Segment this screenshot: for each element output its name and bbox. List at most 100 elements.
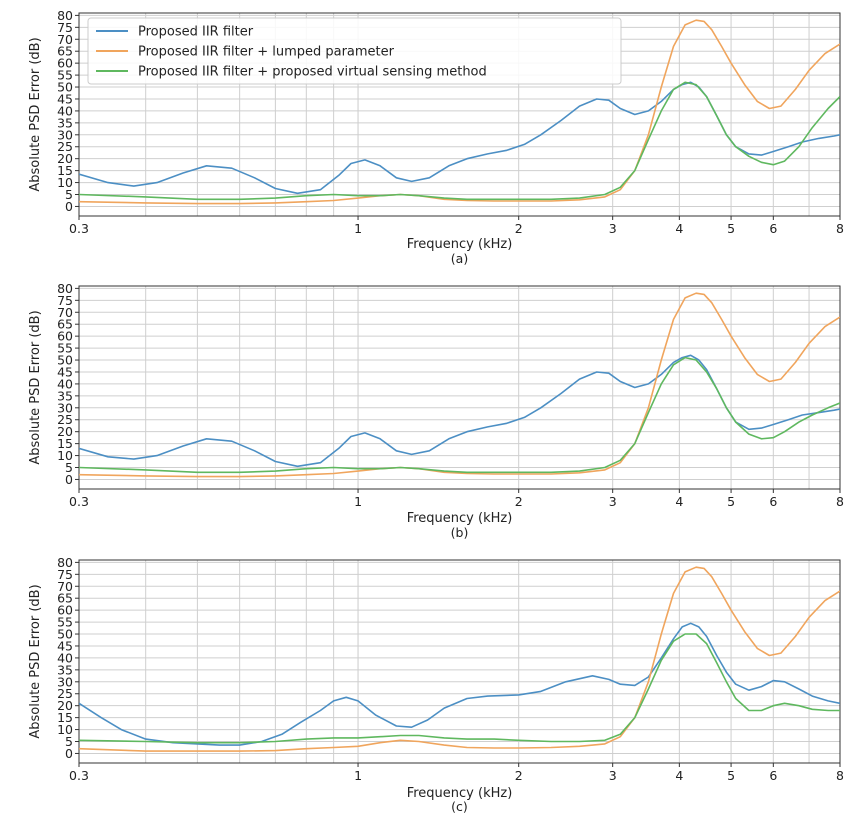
y-tick-label: 25 [57,686,73,701]
x-tick-label: 8 [836,768,844,783]
x-tick-label: 2 [515,768,523,783]
x-tick-label: 6 [769,221,777,236]
x-tick-label: 4 [675,494,683,509]
plot-frame [78,559,841,764]
y-axis-label: Absolute PSD Error (dB) [28,584,43,738]
y-tick-label: 80 [57,8,73,23]
y-tick-label: 75 [57,20,73,35]
y-axis-label: Absolute PSD Error (dB) [28,310,43,464]
plot-frame [78,285,841,490]
y-tick-label: 70 [57,32,73,47]
y-tick-label: 60 [57,329,73,344]
legend: Proposed IIR filter Proposed IIR filter +… [87,17,622,85]
x-tick-label: 5 [727,221,735,236]
x-axis-label: Frequency (kHz) [407,237,513,252]
panel-label: (a) [451,251,468,266]
y-tick-label: 10 [57,722,73,737]
panel-label: (c) [451,799,468,814]
series-line-proposed-iir-filter [79,622,840,746]
y-tick-label: 10 [57,175,73,190]
y-tick-label: 50 [57,80,73,95]
y-tick-label: 55 [57,68,73,83]
legend-entry: Proposed IIR filter + proposed virtual s… [138,65,487,80]
y-tick-label: 55 [57,615,73,630]
x-tick-label: 3 [609,494,617,509]
y-tick-label: 35 [57,388,73,403]
y-tick-label: 40 [57,103,73,118]
y-tick-label: 55 [57,341,73,356]
x-tick-label: 4 [675,221,683,236]
x-tick-label: 4 [675,768,683,783]
y-tick-label: 60 [57,603,73,618]
x-tick-label: 3 [609,768,617,783]
y-tick-label: 75 [57,293,73,308]
y-tick-label: 45 [57,364,73,379]
y-tick-label: 5 [65,460,73,475]
y-tick-label: 20 [57,424,73,439]
x-tick-label: 1 [354,768,362,783]
y-tick-label: 40 [57,650,73,665]
series-line-proposed-iir-filter-lumped-parameter [79,566,840,752]
x-tick-label: 3 [609,221,617,236]
panel-label: (b) [451,525,469,540]
x-tick-label: 0.3 [69,494,89,509]
y-tick-label: 65 [57,591,73,606]
y-tick-label: 15 [57,710,73,725]
x-tick-label: 1 [354,494,362,509]
y-tick-label: 30 [57,127,73,142]
x-tick-label: 0.3 [69,221,89,236]
y-tick-label: 50 [57,353,73,368]
y-tick-label: 60 [57,56,73,71]
y-tick-label: 70 [57,305,73,320]
y-tick-label: 35 [57,115,73,130]
y-tick-label: 15 [57,436,73,451]
legend-entry: Proposed IIR filter + lumped parameter [138,45,395,60]
y-tick-label: 45 [57,91,73,106]
legend-box [87,17,622,85]
y-tick-label: 80 [57,281,73,296]
x-tick-label: 8 [836,494,844,509]
x-tick-label: 8 [836,221,844,236]
y-tick-label: 0 [65,746,73,761]
y-tick-label: 20 [57,151,73,166]
y-tick-label: 5 [65,734,73,749]
y-tick-label: 10 [57,448,73,463]
y-tick-label: 30 [57,400,73,415]
x-tick-label: 2 [515,494,523,509]
y-tick-label: 20 [57,698,73,713]
y-tick-label: 70 [57,579,73,594]
series-line-proposed-iir-filter-proposed-virtual-sensing-method [79,81,840,201]
x-tick-label: 0.3 [69,768,89,783]
x-tick-label: 1 [354,221,362,236]
y-tick-label: 30 [57,674,73,689]
y-tick-label: 25 [57,412,73,427]
y-tick-label: 25 [57,139,73,154]
x-axis-label: Frequency (kHz) [407,786,513,801]
legend-entry: Proposed IIR filter [138,25,254,40]
y-tick-label: 35 [57,662,73,677]
x-tick-label: 6 [769,494,777,509]
x-axis-label: Frequency (kHz) [407,511,513,526]
x-tick-label: 6 [769,768,777,783]
y-tick-label: 40 [57,376,73,391]
y-tick-label: 15 [57,163,73,178]
x-tick-label: 5 [727,494,735,509]
y-tick-label: 80 [57,555,73,570]
x-tick-label: 2 [515,221,523,236]
y-tick-label: 5 [65,187,73,202]
series-line-proposed-iir-filter-proposed-virtual-sensing-method [79,633,840,744]
series-line-proposed-iir-filter-lumped-parameter [79,292,840,478]
y-tick-label: 65 [57,44,73,59]
series-line-proposed-iir-filter-proposed-virtual-sensing-method [79,356,840,474]
plot-frame [78,12,841,217]
y-tick-label: 0 [65,472,73,487]
series-line-proposed-iir-filter-lumped-parameter [79,19,840,205]
y-axis-label: Absolute PSD Error (dB) [28,37,43,191]
y-tick-label: 0 [65,199,73,214]
y-tick-label: 75 [57,567,73,582]
y-tick-label: 45 [57,638,73,653]
